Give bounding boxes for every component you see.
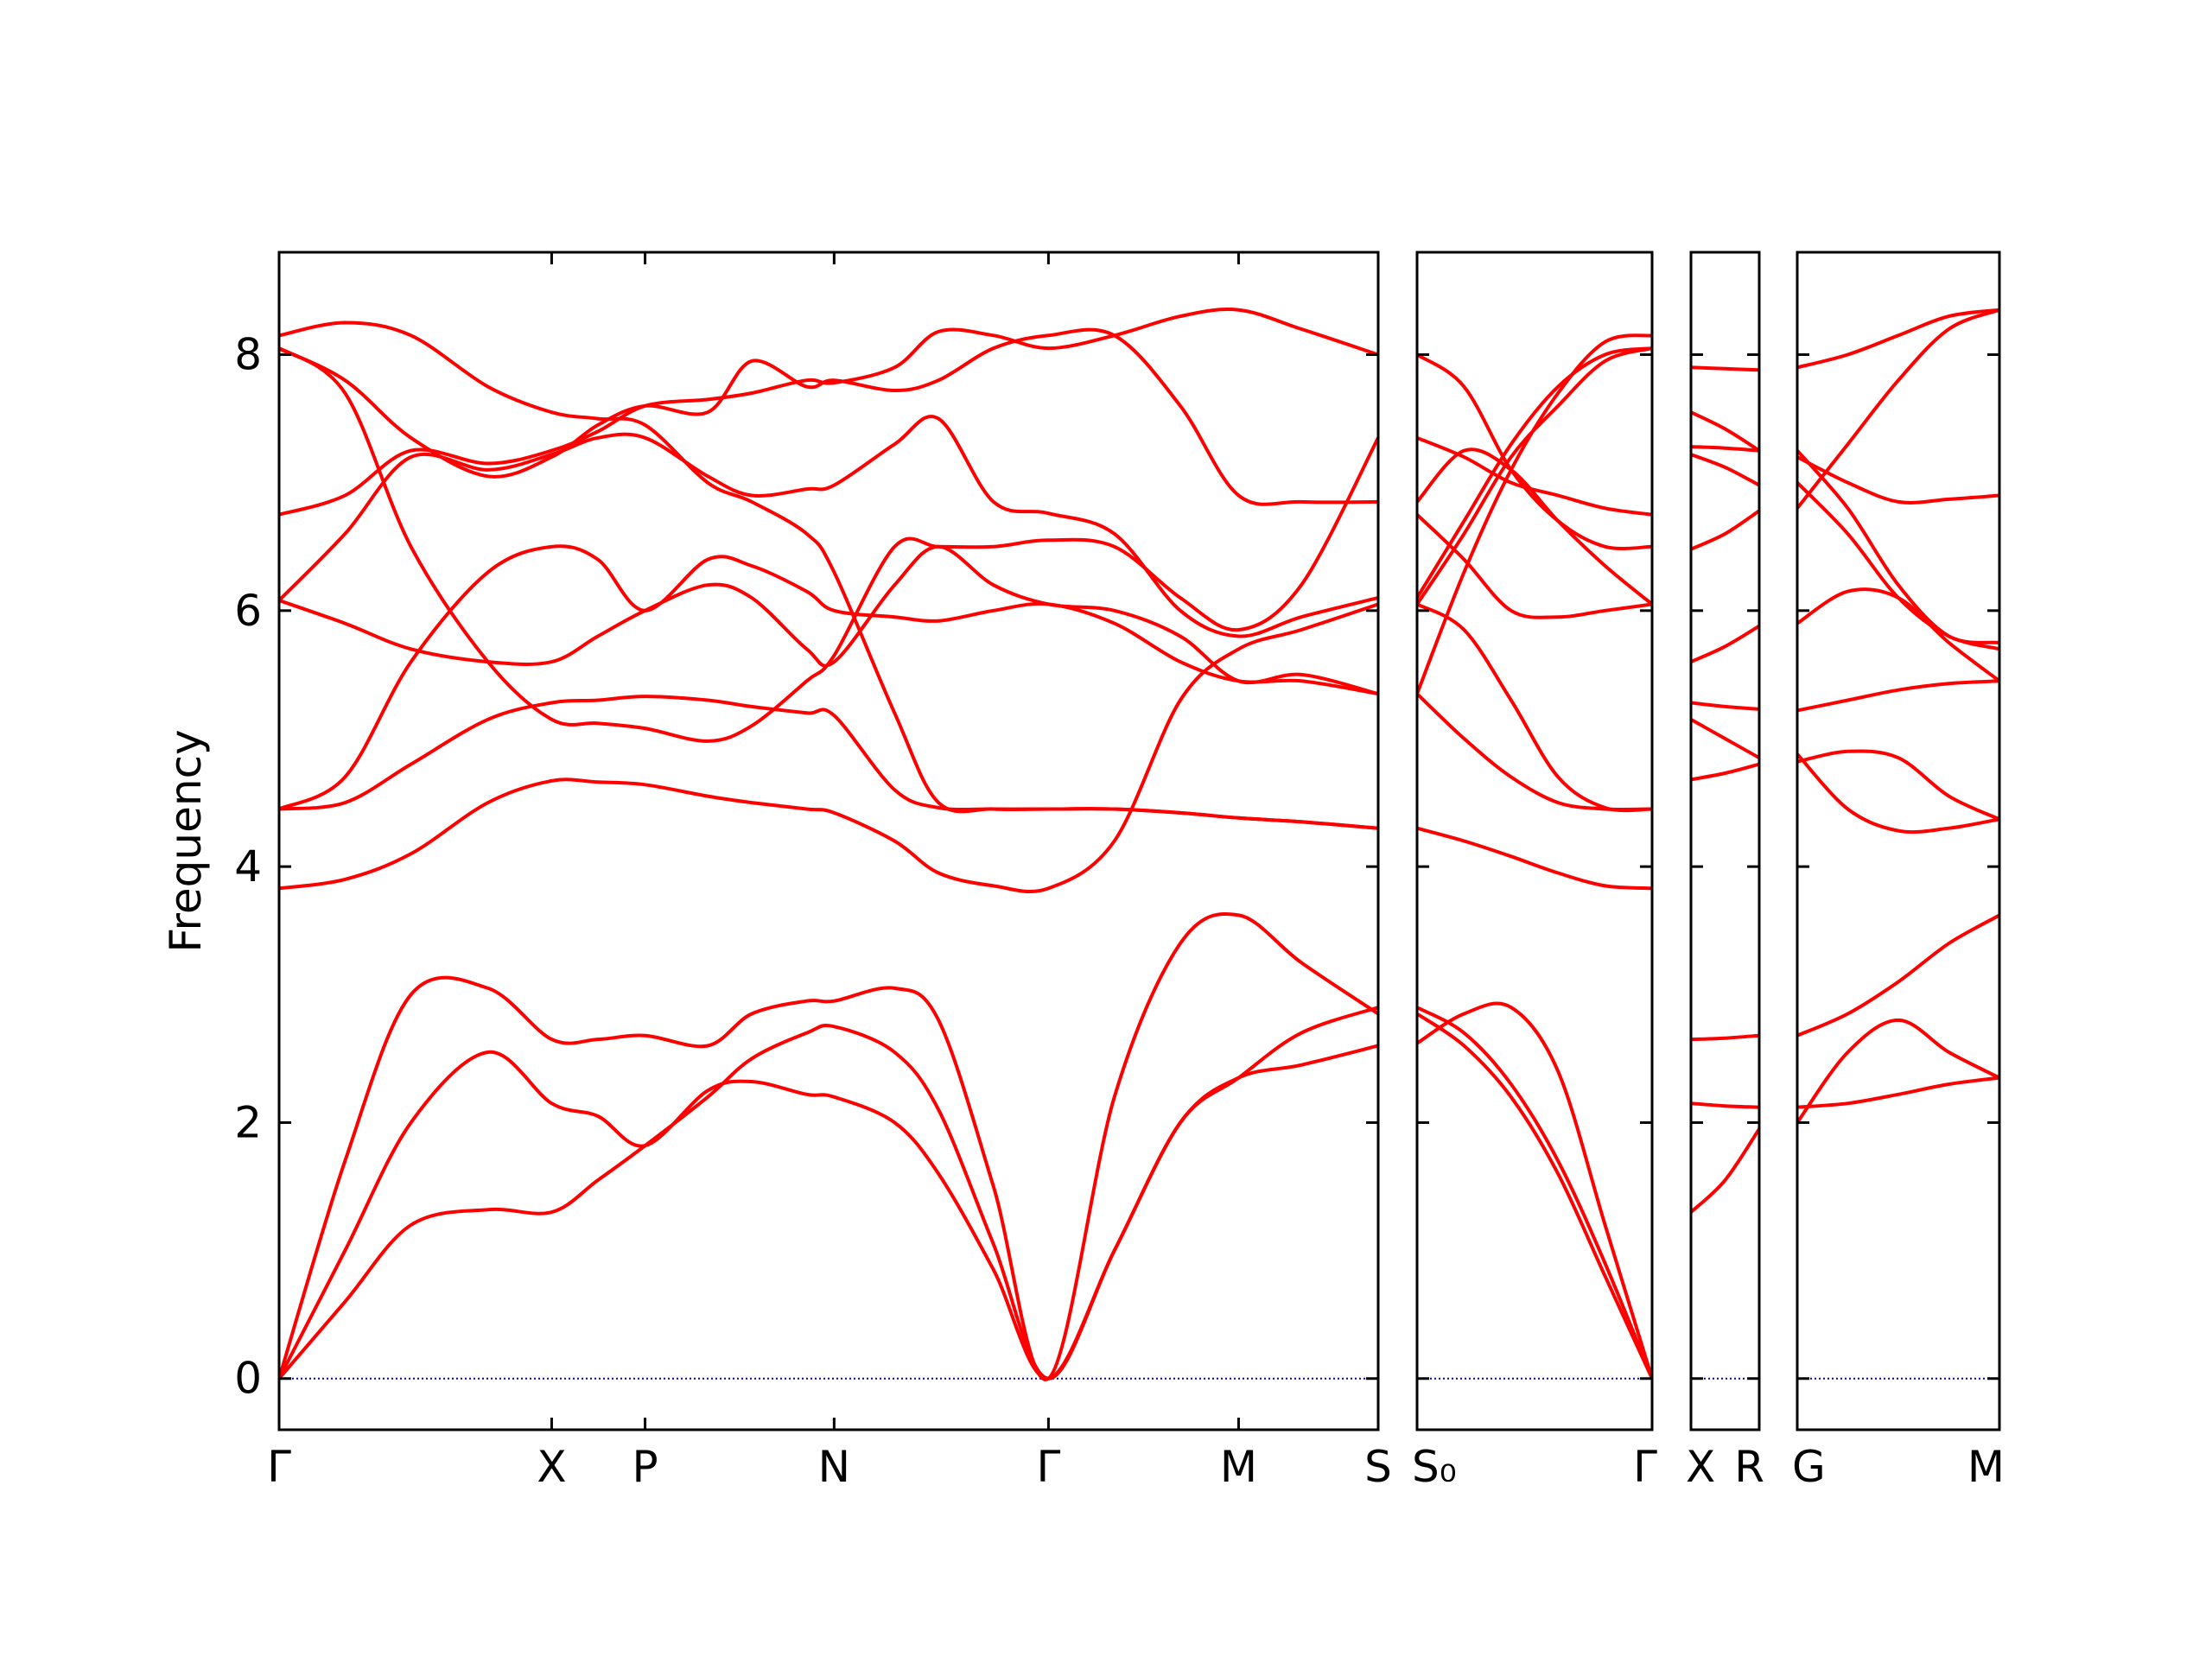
x-tick-label: Γ (267, 1442, 291, 1492)
band-line (1417, 352, 1652, 550)
x-tick-label: X (1686, 1442, 1715, 1492)
band-line (1417, 1006, 1652, 1380)
band-line (1417, 513, 1652, 619)
band-line (1417, 692, 1652, 812)
band-line (279, 544, 1378, 811)
band-line (1417, 602, 1652, 813)
band-line (1797, 1018, 1999, 1124)
band-line (1691, 762, 1759, 782)
band-line (1797, 449, 1999, 644)
band-line (279, 912, 1378, 1381)
x-tick-label: P (632, 1442, 658, 1492)
band-line (1797, 481, 1999, 651)
panel-frame (1689, 251, 1761, 1431)
band-line (1797, 752, 1999, 835)
band-line (279, 308, 1378, 517)
band-line (1797, 308, 1999, 510)
x-tick-label: S (1364, 1442, 1392, 1492)
y-tick-label: 8 (234, 330, 262, 380)
band-line (279, 1006, 1378, 1381)
x-tick-label: Γ (1633, 1442, 1657, 1492)
band-line (1797, 749, 1999, 822)
band-line (1417, 333, 1652, 695)
x-tick-label: X (537, 1442, 566, 1492)
band-line (279, 695, 1378, 830)
band-line (1797, 913, 1999, 1038)
band-line (279, 321, 1378, 830)
x-tick-label: Γ (1036, 1442, 1060, 1492)
band-line (1417, 447, 1652, 606)
y-axis-label: Frequency (161, 729, 211, 952)
band-line (1797, 455, 1999, 505)
band-line (1691, 718, 1759, 759)
x-tick-label: G (1792, 1442, 1826, 1492)
band-line (1691, 1101, 1759, 1109)
band-line (1797, 587, 1999, 682)
band-line (1417, 1012, 1652, 1380)
panel-frame (1796, 251, 2001, 1431)
band-line (1797, 308, 1999, 370)
y-tick-label: 6 (234, 586, 262, 636)
x-tick-label: R (1734, 1442, 1764, 1492)
band-line (1691, 1127, 1759, 1214)
y-tick-label: 0 (234, 1354, 262, 1404)
band-line (1417, 826, 1652, 891)
band-line (1691, 1033, 1759, 1042)
x-tick-label: N (818, 1442, 850, 1492)
band-line (279, 346, 1378, 743)
band-line (1691, 410, 1759, 453)
band-line (279, 327, 1378, 506)
band-line (1797, 1076, 1999, 1109)
band-line (1417, 346, 1652, 600)
band-line (1417, 346, 1652, 606)
band-line (1417, 1001, 1652, 1380)
x-tick-label: M (1967, 1442, 2005, 1492)
band-line (279, 602, 1378, 894)
band-line (279, 415, 1378, 638)
band-line (1797, 679, 1999, 713)
x-tick-label: M (1220, 1442, 1257, 1492)
band-line (1691, 453, 1759, 487)
band-line (1691, 701, 1759, 711)
band-line (1417, 435, 1652, 517)
y-tick-label: 2 (234, 1097, 262, 1147)
band-line (1691, 365, 1759, 372)
band-line (1691, 509, 1759, 551)
band-line (1691, 624, 1759, 663)
panel-frame (277, 251, 1380, 1431)
y-tick-label: 4 (234, 841, 262, 892)
band-line (1691, 445, 1759, 453)
x-tick-label: S₀ (1412, 1442, 1457, 1492)
panel-frame (1415, 251, 1654, 1431)
